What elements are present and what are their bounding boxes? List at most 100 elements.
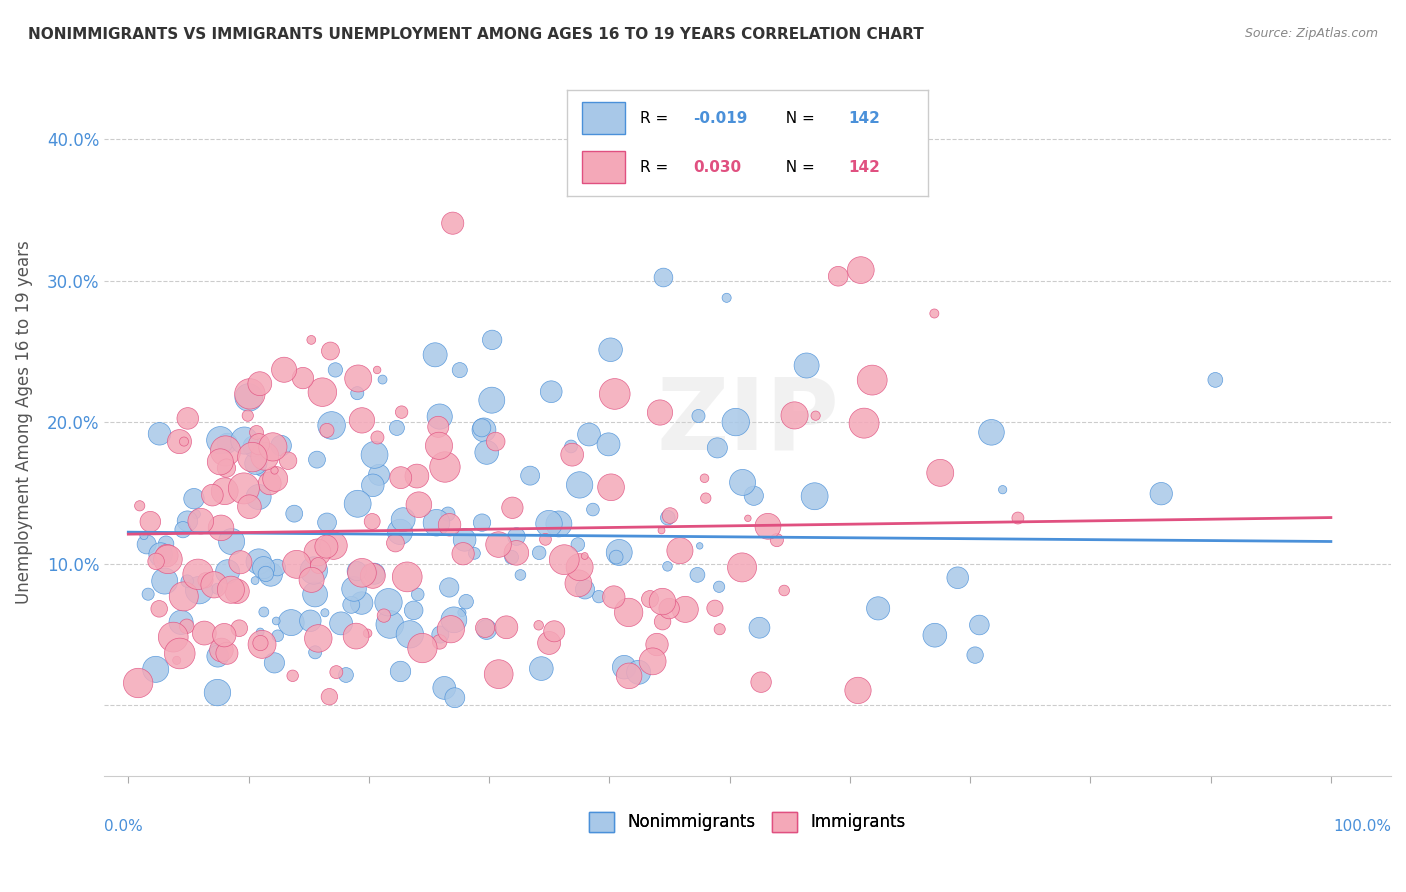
Point bbox=[505, 530, 527, 544]
Point bbox=[574, 549, 596, 563]
Point bbox=[169, 434, 191, 449]
Point bbox=[638, 592, 661, 607]
Point bbox=[527, 546, 550, 560]
Point bbox=[501, 500, 523, 515]
Point bbox=[650, 524, 672, 538]
Point bbox=[474, 621, 496, 635]
Point bbox=[453, 533, 475, 547]
Point bbox=[443, 690, 465, 705]
Point bbox=[804, 409, 827, 423]
Point bbox=[201, 488, 224, 502]
Point bbox=[166, 653, 188, 667]
Point bbox=[709, 622, 731, 636]
Point bbox=[238, 500, 260, 514]
Point bbox=[439, 581, 461, 595]
Point bbox=[706, 441, 728, 455]
Point bbox=[253, 449, 276, 463]
Point bbox=[135, 537, 157, 551]
Point bbox=[534, 533, 557, 547]
Point bbox=[488, 537, 510, 551]
Point bbox=[194, 574, 217, 588]
Point bbox=[693, 471, 716, 485]
Point bbox=[475, 445, 498, 459]
Point bbox=[325, 665, 347, 680]
Point bbox=[299, 614, 322, 628]
Point bbox=[475, 623, 498, 637]
Point bbox=[214, 444, 236, 458]
Point bbox=[427, 439, 450, 453]
Point bbox=[236, 409, 259, 423]
Point bbox=[657, 510, 679, 524]
Point bbox=[263, 463, 285, 477]
Point bbox=[427, 420, 450, 434]
Point bbox=[441, 216, 464, 230]
Point bbox=[924, 306, 946, 320]
Point bbox=[392, 513, 415, 527]
Point bbox=[193, 626, 215, 640]
Point bbox=[605, 550, 627, 565]
Point bbox=[363, 448, 385, 462]
Point bbox=[299, 333, 322, 347]
Y-axis label: Unemployment Among Ages 16 to 19 years: Unemployment Among Ages 16 to 19 years bbox=[15, 241, 32, 604]
Point bbox=[969, 618, 991, 632]
Text: 100.0%: 100.0% bbox=[1333, 819, 1391, 834]
Point bbox=[215, 646, 238, 660]
Point bbox=[240, 450, 263, 464]
Point bbox=[1204, 373, 1226, 387]
Point bbox=[440, 622, 463, 636]
Point bbox=[202, 578, 225, 592]
Point bbox=[173, 590, 195, 604]
Point bbox=[929, 466, 952, 480]
Point bbox=[1150, 486, 1173, 500]
Point bbox=[803, 489, 825, 503]
Point bbox=[373, 608, 395, 623]
Point bbox=[155, 537, 177, 551]
Point bbox=[384, 536, 406, 550]
Point bbox=[669, 543, 692, 558]
Point bbox=[688, 409, 710, 423]
Point bbox=[177, 411, 200, 425]
Point bbox=[827, 269, 849, 284]
Point bbox=[319, 344, 342, 359]
Point bbox=[641, 654, 664, 668]
Point bbox=[247, 437, 270, 451]
Point bbox=[149, 548, 172, 562]
Point bbox=[264, 614, 287, 628]
Point bbox=[253, 605, 276, 619]
Point bbox=[471, 516, 494, 530]
Legend: Nonimmigrants, Immigrants: Nonimmigrants, Immigrants bbox=[582, 805, 912, 838]
Point bbox=[716, 291, 738, 305]
Point bbox=[325, 363, 347, 377]
Point bbox=[172, 523, 194, 537]
Point bbox=[219, 582, 242, 597]
Point bbox=[686, 567, 709, 582]
Text: Source: ZipAtlas.com: Source: ZipAtlas.com bbox=[1244, 27, 1378, 40]
Point bbox=[307, 545, 329, 559]
Point bbox=[259, 476, 281, 491]
Point bbox=[451, 547, 474, 561]
Point bbox=[330, 616, 353, 631]
Point bbox=[215, 461, 238, 475]
Point bbox=[756, 519, 779, 533]
Point bbox=[598, 437, 620, 451]
Point bbox=[651, 594, 673, 608]
Point bbox=[648, 405, 671, 419]
Point bbox=[366, 363, 388, 377]
Point bbox=[316, 516, 339, 530]
Point bbox=[567, 537, 589, 551]
Point bbox=[471, 421, 494, 435]
Point bbox=[316, 424, 339, 438]
Point bbox=[217, 436, 239, 450]
Point bbox=[749, 675, 772, 690]
Point bbox=[162, 630, 184, 644]
Point bbox=[860, 373, 883, 387]
Point bbox=[627, 665, 650, 680]
Point bbox=[249, 464, 271, 478]
Point bbox=[731, 560, 754, 574]
Point bbox=[429, 627, 451, 641]
Point bbox=[214, 628, 236, 642]
Point bbox=[567, 576, 589, 591]
Point bbox=[346, 497, 368, 511]
Point bbox=[731, 475, 754, 490]
Point bbox=[560, 440, 582, 454]
